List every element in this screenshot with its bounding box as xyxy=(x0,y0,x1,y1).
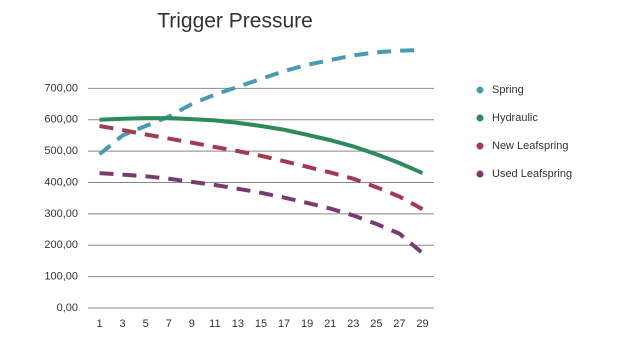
x-tick-label: 19 xyxy=(301,318,313,330)
y-tick-label: 200,00 xyxy=(44,239,78,251)
x-tick-label: 23 xyxy=(347,318,359,330)
y-tick-label: 0,00 xyxy=(57,302,78,314)
y-tick-label: 700,00 xyxy=(44,82,78,94)
x-tick-label: 13 xyxy=(232,318,244,330)
series-line xyxy=(98,48,423,156)
x-tick-label: 29 xyxy=(416,318,428,330)
x-tick-label: 7 xyxy=(166,318,172,330)
x-tick-label: 15 xyxy=(255,318,267,330)
x-tick-label: 1 xyxy=(96,318,102,330)
legend-label: Spring xyxy=(492,84,524,96)
legend-label: New Leafspring xyxy=(492,140,568,152)
legend-marker xyxy=(476,142,484,150)
legend-marker xyxy=(476,86,484,94)
x-tick-label: 17 xyxy=(278,318,290,330)
series-line xyxy=(99,171,424,255)
legend-label: Used Leafspring xyxy=(492,168,572,180)
y-tick-label: 100,00 xyxy=(44,271,78,283)
chart-title: Trigger Pressure xyxy=(157,10,313,33)
legend-label: Hydraulic xyxy=(492,112,538,124)
x-tick-label: 5 xyxy=(143,318,149,330)
legend-marker xyxy=(476,170,484,178)
legend-marker xyxy=(476,114,484,122)
y-tick-label: 600,00 xyxy=(44,114,78,126)
x-tick-label: 25 xyxy=(370,318,382,330)
x-tick-label: 3 xyxy=(120,318,126,330)
y-tick-label: 500,00 xyxy=(44,145,78,157)
x-tick-label: 21 xyxy=(324,318,336,330)
x-tick-label: 9 xyxy=(189,318,195,330)
y-tick-label: 400,00 xyxy=(44,176,78,188)
series-line xyxy=(99,124,424,211)
y-tick-label: 300,00 xyxy=(44,208,78,220)
x-tick-label: 11 xyxy=(209,318,220,330)
x-tick-label: 27 xyxy=(393,318,405,330)
series-line xyxy=(99,116,424,175)
